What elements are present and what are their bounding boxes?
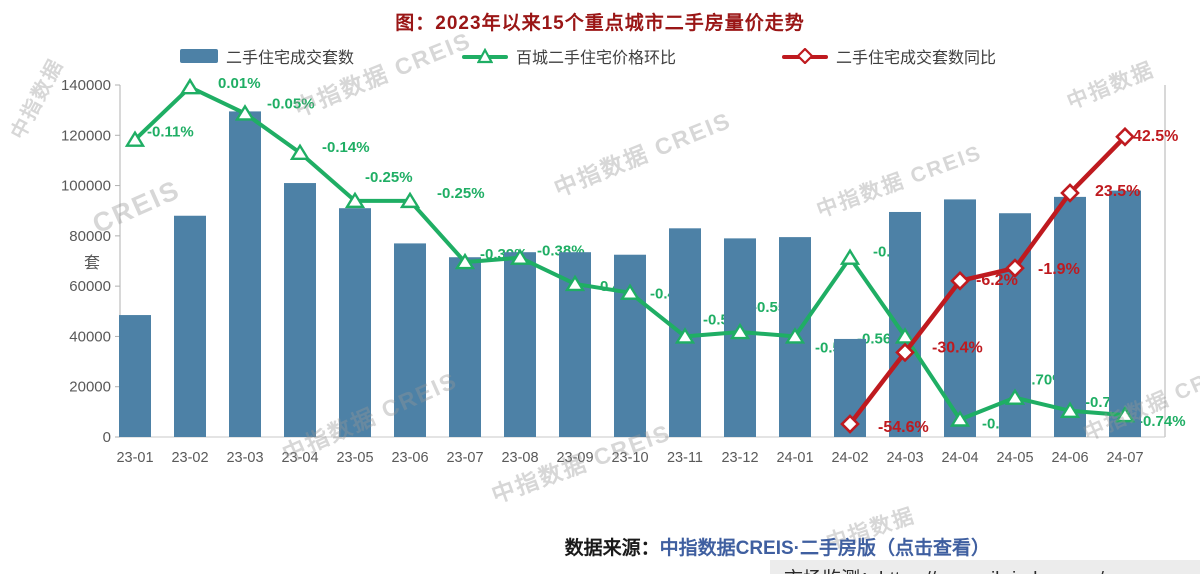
diamond-line-icon xyxy=(782,48,828,64)
price-point-23-12 xyxy=(729,322,751,340)
bar-23-08 xyxy=(504,252,536,437)
x-tick-label: 23-07 xyxy=(446,450,483,466)
price-point-23-08 xyxy=(509,248,531,265)
chart-title: 图：2023年以来15个重点城市二手房量价走势 xyxy=(395,13,805,34)
x-tick-label: 24-03 xyxy=(886,450,923,466)
legend-item-yoy: 二手住宅成交套数同比 xyxy=(782,44,996,68)
y-tick-label: 40000 xyxy=(69,328,111,345)
x-tick-label: 23-01 xyxy=(116,450,153,466)
bar-24-07 xyxy=(1109,190,1141,437)
price-point-24-01 xyxy=(784,327,806,344)
price-point-23-04 xyxy=(289,143,311,160)
price-label: -0.11% xyxy=(147,124,194,141)
x-tick-label: 23-03 xyxy=(226,450,263,466)
triangle-line-icon xyxy=(462,48,508,64)
yoy-label: 23.5% xyxy=(1095,183,1140,200)
x-tick-label: 23-08 xyxy=(501,450,538,466)
price-point-23-09 xyxy=(564,274,586,292)
x-tick-label: 23-11 xyxy=(667,450,703,466)
legend-label: 二手住宅成交套数 xyxy=(226,50,355,67)
yoy-label: -6.2% xyxy=(976,272,1018,289)
x-tick-label: 24-06 xyxy=(1051,450,1088,466)
yoy-point-24-06 xyxy=(1060,183,1080,203)
bar-23-04 xyxy=(284,183,316,437)
yoy-point-24-07 xyxy=(1115,126,1135,147)
bar-24-04 xyxy=(944,199,976,437)
price-point-24-05 xyxy=(1004,388,1026,405)
x-tick-label: 23-04 xyxy=(281,450,318,466)
y-tick-label: 100000 xyxy=(61,178,111,195)
market-monitor-line: 市场监测：https://www.cih-index.com/ xyxy=(770,560,1200,574)
y-tick-label: 120000 xyxy=(61,127,111,144)
price-label: -0.25% xyxy=(437,185,485,202)
x-tick-label: 24-02 xyxy=(831,450,868,466)
x-tick-label: 23-06 xyxy=(391,450,428,466)
price-point-23-07 xyxy=(454,252,476,270)
price-point-23-06 xyxy=(399,191,421,209)
price-point-24-07 xyxy=(1114,405,1136,423)
data-source-line: 数据来源：中指数据CREIS·二手房版（点击查看） xyxy=(0,533,990,560)
price-point-23-05 xyxy=(344,191,366,209)
market-monitor-url[interactable]: https://www.cih-index.com/ xyxy=(879,569,1104,574)
y-tick-label: 20000 xyxy=(69,379,111,396)
x-tick-label: 23-09 xyxy=(556,450,593,466)
price-label: 0.01% xyxy=(218,75,261,92)
yoy-point-24-02 xyxy=(840,414,860,434)
y-tick-label: 60000 xyxy=(69,278,111,295)
bar-23-02 xyxy=(174,215,206,437)
data-source-label: 数据来源： xyxy=(564,538,660,559)
yoy-label: -54.6% xyxy=(878,419,929,436)
price-point-23-03 xyxy=(234,104,256,121)
yoy-label: -1.9% xyxy=(1038,261,1080,278)
bar-23-05 xyxy=(339,208,371,437)
bar-swatch-icon xyxy=(180,49,218,63)
legend-item-price-mom: 百城二手住宅价格环比 xyxy=(462,44,676,68)
x-tick-label: 23-12 xyxy=(721,450,758,466)
price-point-24-04 xyxy=(949,410,971,427)
legend-label: 百城二手住宅价格环比 xyxy=(516,50,677,67)
yoy-point-24-04 xyxy=(950,270,970,291)
legend-label: 二手住宅成交套数同比 xyxy=(836,50,997,67)
price-point-24-02 xyxy=(839,248,861,265)
x-tick-label: 24-05 xyxy=(996,450,1033,466)
x-tick-label: 24-01 xyxy=(776,450,813,466)
x-tick-label: 23-05 xyxy=(336,450,373,466)
legend-item-transactions: 二手住宅成交套数 xyxy=(180,44,354,68)
yoy-point-24-03 xyxy=(895,342,915,363)
bar-23-07 xyxy=(449,257,481,437)
price-point-23-01 xyxy=(124,130,146,147)
x-tick-label: 24-07 xyxy=(1106,450,1143,466)
data-source-link[interactable]: 中指数据CREIS·二手房版（点击查看） xyxy=(659,538,990,559)
bar-23-01 xyxy=(119,315,151,437)
x-tick-label: 23-10 xyxy=(611,450,648,466)
bar-24-03 xyxy=(889,211,921,437)
price-label: -0.25% xyxy=(365,169,413,186)
yoy-label: -30.4% xyxy=(932,339,983,356)
x-tick-label: 24-04 xyxy=(941,450,978,466)
x-tick-label: 23-02 xyxy=(171,450,208,466)
y-tick-label: 80000 xyxy=(69,228,111,245)
market-monitor-label: 市场监测： xyxy=(784,569,879,574)
bar-23-06 xyxy=(394,243,426,437)
price-point-24-06 xyxy=(1059,401,1081,418)
bar-24-06 xyxy=(1054,196,1086,437)
y-tick-label: 0 xyxy=(103,429,111,446)
main-chart: 0 20000 40000 60000 80000 100000 120000 140000 套… xyxy=(61,75,1186,466)
price-point-23-10 xyxy=(619,283,641,300)
price-label: -0.14% xyxy=(322,139,370,156)
price-point-23-11 xyxy=(674,327,696,344)
yoy-line xyxy=(848,135,1127,426)
price-point-24-03 xyxy=(894,327,916,344)
bar-23-03 xyxy=(229,111,261,438)
y-axis-unit: 套 xyxy=(84,254,100,272)
price-label: -0.05% xyxy=(267,95,315,112)
price-point-23-02 xyxy=(179,77,201,95)
yoy-label: 42.5% xyxy=(1133,128,1178,145)
y-tick-label: 140000 xyxy=(61,77,111,94)
price-label: -0.74% xyxy=(1138,413,1186,430)
yoy-point-24-05 xyxy=(1005,258,1025,278)
bar-23-10 xyxy=(614,254,646,437)
